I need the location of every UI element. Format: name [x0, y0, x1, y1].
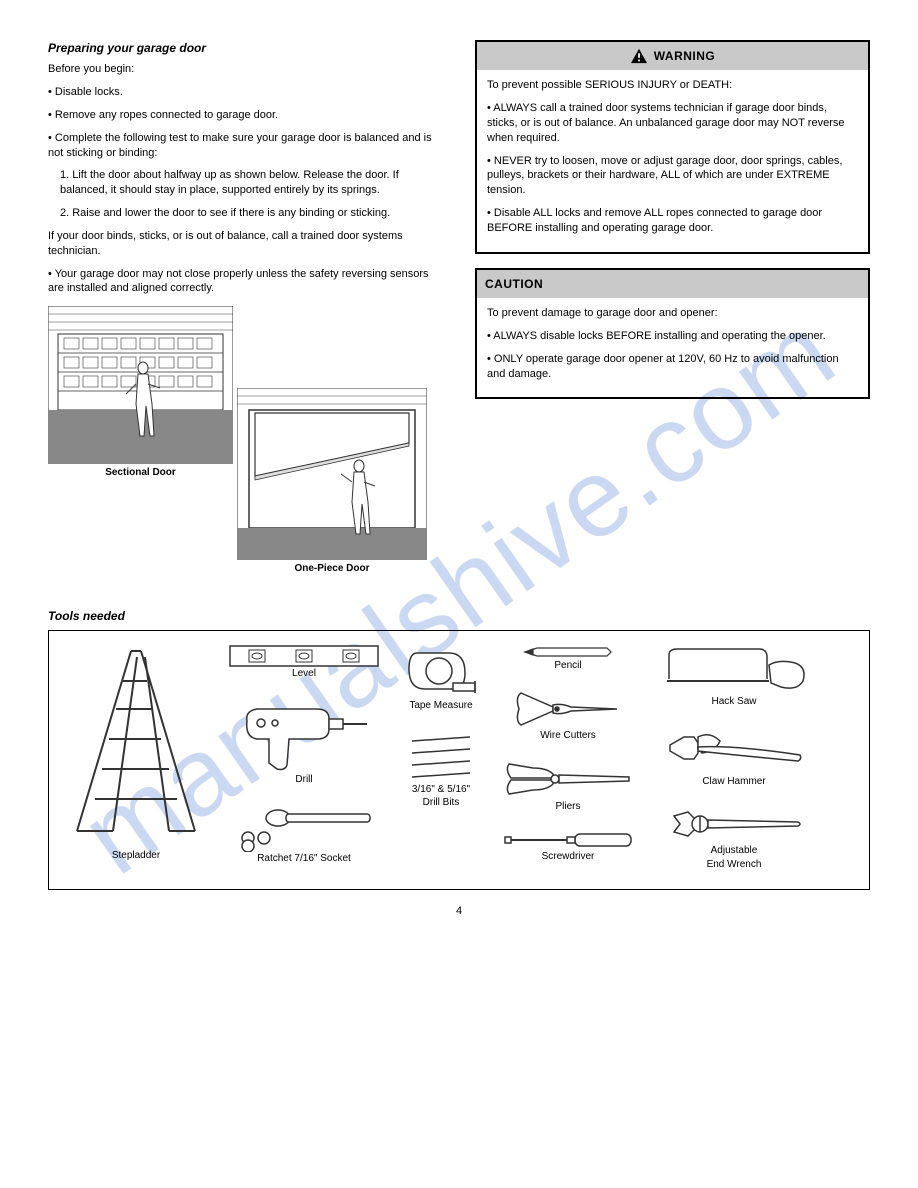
- hacksaw-icon: [659, 645, 809, 695]
- tool-label: Pliers: [555, 800, 580, 814]
- tools-box: Stepladder Level: [48, 630, 870, 890]
- pencil-icon: [523, 645, 613, 659]
- tools-title: Tools needed: [48, 608, 870, 624]
- warning-text: To prevent possible SERIOUS INJURY or DE…: [487, 78, 858, 93]
- hammer-icon: [664, 727, 804, 775]
- section-title: Preparing your garage door: [48, 40, 447, 56]
- warning-title: WARNING: [654, 48, 716, 64]
- stepladder-icon: [69, 645, 203, 839]
- paragraph: Before you begin:: [48, 62, 447, 77]
- tool-label: Stepladder: [112, 849, 160, 863]
- level-icon: [229, 645, 379, 667]
- tape-measure-icon: [405, 645, 477, 699]
- paragraph: • Your garage door may not close properl…: [48, 267, 447, 297]
- page-number: 4: [48, 904, 870, 919]
- tool-label: Hack Saw: [711, 695, 756, 709]
- tool-label: Claw Hammer: [702, 775, 765, 789]
- paragraph: • Complete the following test to make su…: [48, 131, 447, 161]
- warning-box: WARNING To prevent possible SERIOUS INJU…: [475, 40, 870, 254]
- wire-cutters-icon: [513, 689, 623, 729]
- screwdriver-icon: [503, 830, 633, 850]
- paragraph: • Remove any ropes connected to garage d…: [48, 108, 447, 123]
- paragraph: 2. Raise and lower the door to see if th…: [48, 206, 447, 221]
- tool-label: Ratchet 7/16" Socket: [257, 852, 351, 866]
- one-piece-door-illustration: [237, 388, 427, 560]
- warning-text: • ALWAYS call a trained door systems tec…: [487, 101, 858, 146]
- tool-label: Level: [292, 667, 316, 681]
- caution-title: CAUTION: [485, 276, 543, 292]
- warning-text: • Disable ALL locks and remove ALL ropes…: [487, 206, 858, 236]
- caution-text: To prevent damage to garage door and ope…: [487, 306, 858, 321]
- warning-text: • NEVER try to loosen, move or adjust ga…: [487, 154, 858, 199]
- paragraph: If your door binds, sticks, or is out of…: [48, 229, 447, 259]
- pliers-icon: [503, 758, 633, 800]
- wrench-icon: [664, 806, 804, 844]
- figure-caption: One-Piece Door: [294, 562, 369, 576]
- caution-box: CAUTION To prevent damage to garage door…: [475, 268, 870, 400]
- paragraph: • Disable locks.: [48, 85, 447, 100]
- drill-icon: [239, 703, 369, 773]
- caution-text: • ALWAYS disable locks BEFORE installing…: [487, 329, 858, 344]
- tool-label: AdjustableEnd Wrench: [707, 844, 762, 871]
- ratchet-icon: [234, 808, 374, 852]
- drill-bits-icon: [406, 733, 476, 783]
- tool-label: Pencil: [554, 659, 581, 673]
- tool-label: Tape Measure: [409, 699, 472, 713]
- tool-label: 3/16" & 5/16"Drill Bits: [412, 783, 470, 810]
- caution-text: • ONLY operate garage door opener at 120…: [487, 352, 858, 382]
- sectional-door-illustration: [48, 306, 233, 464]
- figure-caption: Sectional Door: [105, 466, 176, 480]
- paragraph: 1. Lift the door about halfway up as sho…: [48, 168, 447, 198]
- warning-icon: [630, 48, 648, 64]
- tool-label: Screwdriver: [542, 850, 595, 864]
- tool-label: Drill: [295, 773, 312, 787]
- tool-label: Wire Cutters: [540, 729, 596, 743]
